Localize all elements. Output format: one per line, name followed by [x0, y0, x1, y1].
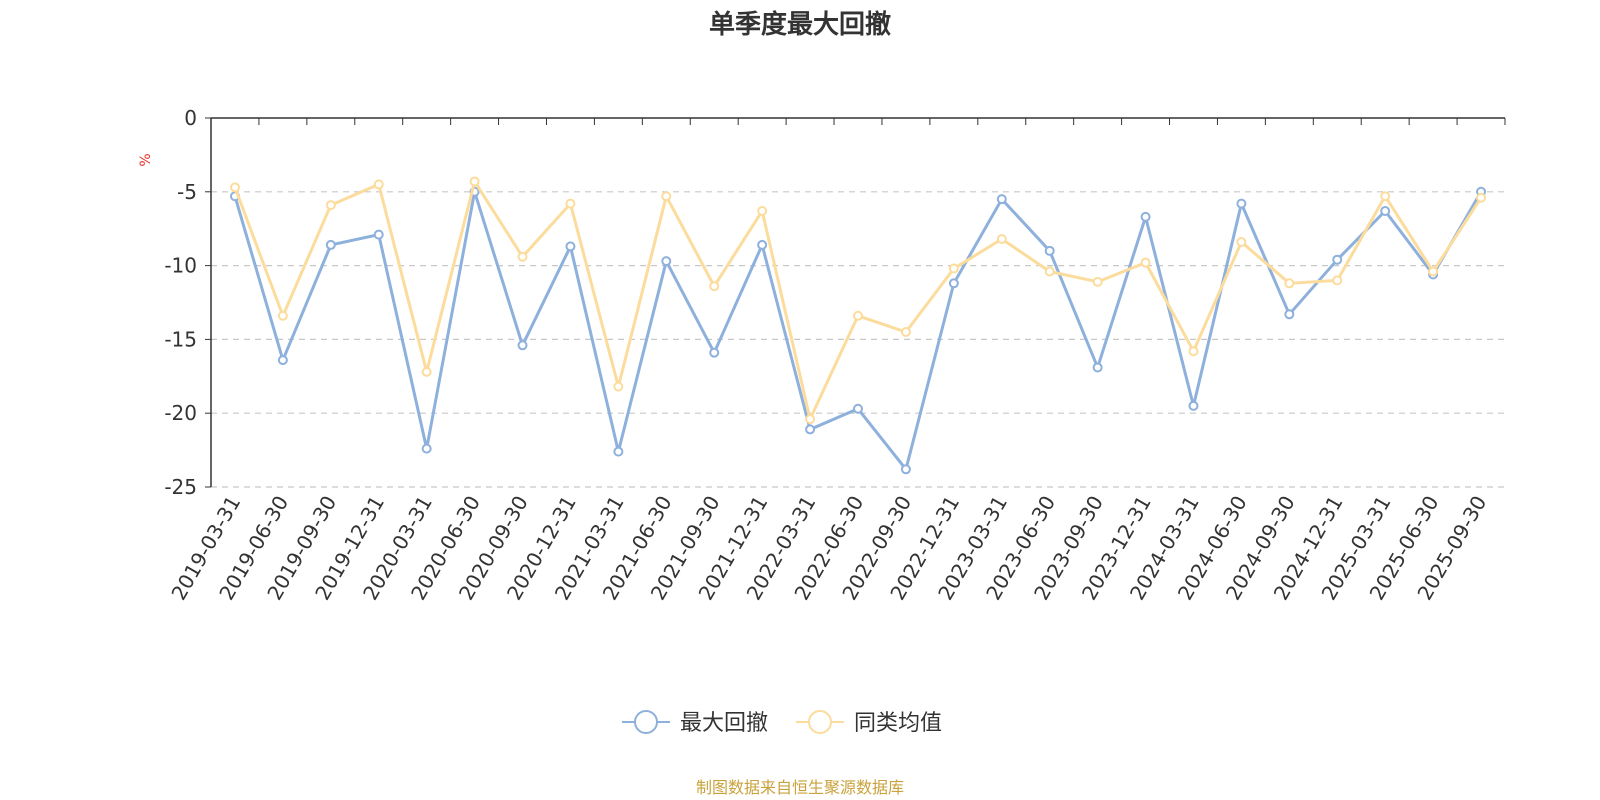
- y-tick-label: -5: [177, 180, 197, 204]
- data-point[interactable]: [1188, 400, 1199, 411]
- data-point[interactable]: [373, 229, 384, 240]
- data-point[interactable]: [613, 446, 624, 457]
- y-axis-unit-label: %: [138, 153, 154, 166]
- y-tick-label: 0: [184, 106, 197, 130]
- data-point[interactable]: [469, 176, 480, 187]
- data-point[interactable]: [1092, 362, 1103, 373]
- data-point[interactable]: [421, 443, 432, 454]
- data-point[interactable]: [1140, 211, 1151, 222]
- legend-item[interactable]: 同类均值: [796, 710, 942, 736]
- data-point[interactable]: [853, 403, 863, 414]
- data-point[interactable]: [277, 355, 288, 366]
- legend-label: 最大回撤: [680, 711, 768, 736]
- data-point[interactable]: [373, 179, 384, 190]
- data-point[interactable]: [1380, 205, 1391, 216]
- legend-marker-icon: [808, 710, 832, 734]
- data-point[interactable]: [709, 281, 720, 292]
- data-point[interactable]: [948, 263, 959, 274]
- data-point[interactable]: [757, 239, 768, 250]
- data-point[interactable]: [421, 366, 432, 377]
- data-point[interactable]: [1188, 346, 1199, 357]
- legend-marker-icon: [634, 710, 658, 734]
- series-line: [233, 179, 1483, 421]
- data-point[interactable]: [853, 310, 863, 321]
- legend-label: 同类均值: [854, 711, 942, 736]
- data-point[interactable]: [1380, 191, 1391, 202]
- data-point[interactable]: [661, 191, 672, 202]
- data-point[interactable]: [1140, 257, 1151, 268]
- data-point[interactable]: [805, 424, 816, 435]
- data-point[interactable]: [1236, 198, 1247, 209]
- data-point[interactable]: [565, 241, 576, 252]
- data-point[interactable]: [948, 278, 959, 289]
- data-point[interactable]: [900, 327, 911, 338]
- data-point[interactable]: [1284, 309, 1295, 320]
- data-point[interactable]: [1284, 278, 1295, 289]
- data-point[interactable]: [900, 464, 911, 475]
- data-point[interactable]: [1476, 192, 1487, 203]
- legend-item[interactable]: 最大回撤: [622, 710, 768, 736]
- data-point[interactable]: [1044, 245, 1055, 256]
- data-point[interactable]: [709, 347, 720, 358]
- data-point[interactable]: [1236, 236, 1247, 247]
- series-2: [229, 176, 1487, 425]
- y-tick-label: -10: [164, 254, 197, 278]
- data-point[interactable]: [661, 256, 672, 267]
- data-point[interactable]: [325, 239, 336, 250]
- data-point[interactable]: [517, 340, 528, 351]
- data-point[interactable]: [229, 182, 240, 193]
- series-line: [233, 190, 1483, 471]
- data-point[interactable]: [996, 234, 1007, 245]
- series-1: [229, 186, 1487, 475]
- data-point[interactable]: [613, 381, 624, 392]
- data-point[interactable]: [996, 194, 1007, 205]
- data-source-note: 制图数据来自恒生聚源数据库: [696, 778, 904, 797]
- axes: 0-5-10-15-20-252019-03-312019-06-302019-…: [164, 106, 1506, 604]
- data-point[interactable]: [517, 251, 528, 262]
- data-point[interactable]: [325, 200, 336, 211]
- series-layer: [229, 176, 1487, 475]
- data-point[interactable]: [1092, 276, 1103, 287]
- y-tick-label: -15: [164, 327, 197, 351]
- y-tick-label: -25: [164, 475, 197, 499]
- data-point[interactable]: [277, 310, 288, 321]
- y-tick-label: -20: [164, 401, 197, 425]
- data-point[interactable]: [1332, 275, 1343, 286]
- chart-title: 单季度最大回撤: [709, 9, 891, 40]
- data-point[interactable]: [1332, 254, 1343, 265]
- legend[interactable]: 最大回撤 同类均值: [622, 710, 942, 736]
- data-point[interactable]: [1044, 266, 1055, 277]
- data-point[interactable]: [757, 205, 768, 216]
- data-point[interactable]: [1428, 266, 1439, 277]
- data-point[interactable]: [565, 198, 576, 209]
- grid-lines: [211, 191, 1505, 488]
- data-point[interactable]: [805, 414, 816, 425]
